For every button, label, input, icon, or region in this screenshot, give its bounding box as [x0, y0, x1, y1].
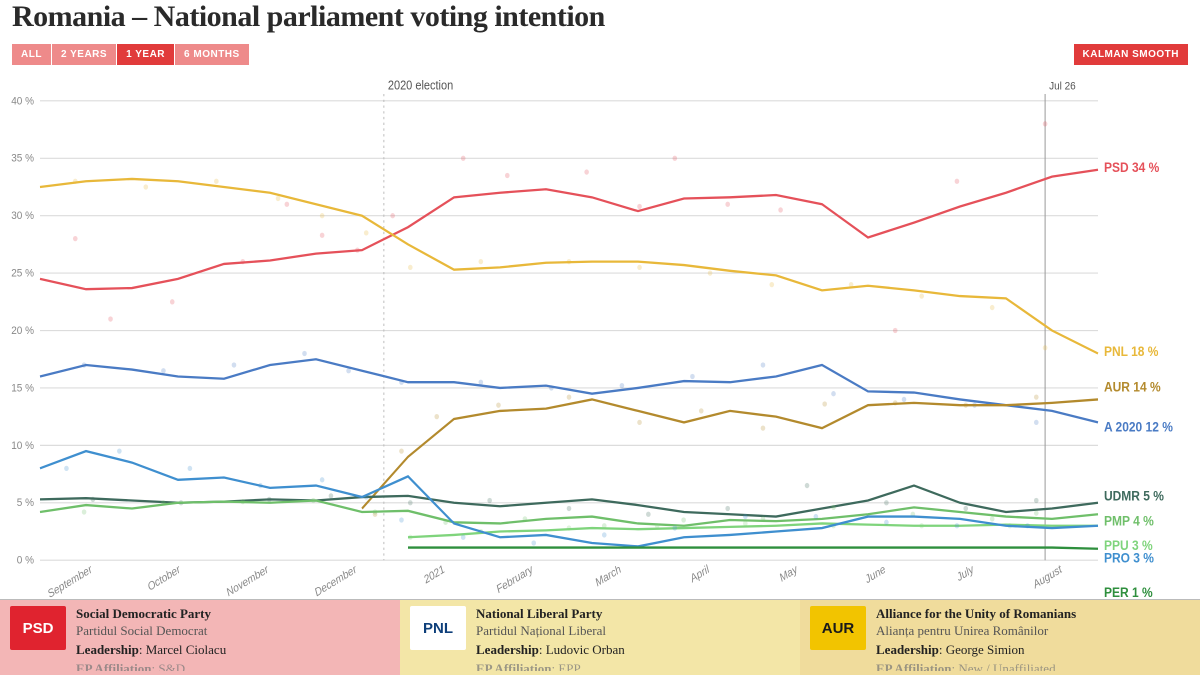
- party-native-name: Alianța pentru Unirea Românilor: [876, 623, 1076, 639]
- party-card-aur[interactable]: AURAlliance for the Unity of RomaniansAl…: [800, 600, 1200, 675]
- svg-text:June: June: [863, 563, 888, 586]
- series-end-pnl: PNL 18 %: [1104, 343, 1159, 359]
- party-affiliation: EP Affiliation: EPP: [476, 661, 625, 671]
- party-cards-row: PSDSocial Democratic PartyPartidul Socia…: [0, 599, 1200, 675]
- party-text: Social Democratic PartyPartidul Social D…: [76, 606, 226, 671]
- series-end-pro: PRO 3 %: [1104, 550, 1154, 566]
- party-card-pnl[interactable]: PNLNational Liberal PartyPartidul Națion…: [400, 600, 800, 675]
- svg-text:40 %: 40 %: [11, 95, 34, 108]
- svg-text:April: April: [688, 563, 712, 586]
- party-affiliation: EP Affiliation: S&D: [76, 661, 226, 671]
- svg-text:0 %: 0 %: [17, 554, 35, 567]
- page-title: Romania – National parliament voting int…: [0, 0, 1200, 44]
- party-name: National Liberal Party: [476, 606, 625, 622]
- series-end-a2020: A 2020 12 %: [1104, 419, 1173, 435]
- svg-text:2020 election: 2020 election: [388, 78, 453, 93]
- svg-text:35 %: 35 %: [11, 152, 34, 165]
- svg-text:December: December: [313, 563, 359, 599]
- party-logo: AUR: [810, 606, 866, 650]
- series-end-psd: PSD 34 %: [1104, 159, 1160, 175]
- party-card-psd[interactable]: PSDSocial Democratic PartyPartidul Socia…: [0, 600, 400, 675]
- svg-text:25 %: 25 %: [11, 267, 34, 280]
- range-group: ALL2 YEARS1 YEAR6 MONTHS: [12, 44, 249, 65]
- svg-text:October: October: [146, 563, 183, 594]
- party-text: National Liberal PartyPartidul Național …: [476, 606, 625, 671]
- party-native-name: Partidul Național Liberal: [476, 623, 625, 639]
- range-button-6-months[interactable]: 6 MONTHS: [175, 44, 249, 65]
- party-logo: PSD: [10, 606, 66, 650]
- party-name: Social Democratic Party: [76, 606, 226, 622]
- svg-text:September: September: [46, 563, 95, 599]
- svg-text:July: July: [954, 563, 976, 585]
- party-native-name: Partidul Social Democrat: [76, 623, 226, 639]
- polling-chart: 0 % 5 % 10 % 15 % 20 % 25 % 30 % 35 % 40 % Septem…: [0, 71, 1200, 599]
- party-name: Alliance for the Unity of Romanians: [876, 606, 1076, 622]
- range-button-1-year[interactable]: 1 YEAR: [117, 44, 174, 65]
- svg-text:2021: 2021: [421, 563, 447, 587]
- party-leadership: Leadership: George Simion: [876, 642, 1076, 658]
- svg-text:30 %: 30 %: [11, 210, 34, 223]
- party-leadership: Leadership: Ludovic Orban: [476, 642, 625, 658]
- svg-text:March: March: [593, 563, 623, 589]
- series-end-per: PER 1 %: [1104, 584, 1153, 599]
- party-text: Alliance for the Unity of RomaniansAlian…: [876, 606, 1076, 671]
- svg-text:20 %: 20 %: [11, 324, 34, 337]
- svg-text:February: February: [495, 563, 536, 596]
- svg-text:November: November: [225, 563, 271, 599]
- party-logo: PNL: [410, 606, 466, 650]
- series-end-pmp: PMP 4 %: [1104, 513, 1154, 529]
- series-end-udmr: UDMR 5 %: [1104, 488, 1164, 504]
- svg-text:May: May: [778, 563, 800, 585]
- series-end-aur: AUR 14 %: [1104, 379, 1161, 395]
- svg-text:5 %: 5 %: [17, 497, 35, 510]
- party-affiliation: EP Affiliation: New / Unaffiliated: [876, 661, 1076, 671]
- svg-text:Jul 26: Jul 26: [1049, 80, 1076, 93]
- smooth-button[interactable]: KALMAN SMOOTH: [1074, 44, 1189, 65]
- svg-text:10 %: 10 %: [11, 439, 34, 452]
- range-button-2-years[interactable]: 2 YEARS: [52, 44, 116, 65]
- party-leadership: Leadership: Marcel Ciolacu: [76, 642, 226, 658]
- range-button-all[interactable]: ALL: [12, 44, 51, 65]
- svg-text:15 %: 15 %: [11, 382, 34, 395]
- svg-text:August: August: [1031, 563, 1065, 592]
